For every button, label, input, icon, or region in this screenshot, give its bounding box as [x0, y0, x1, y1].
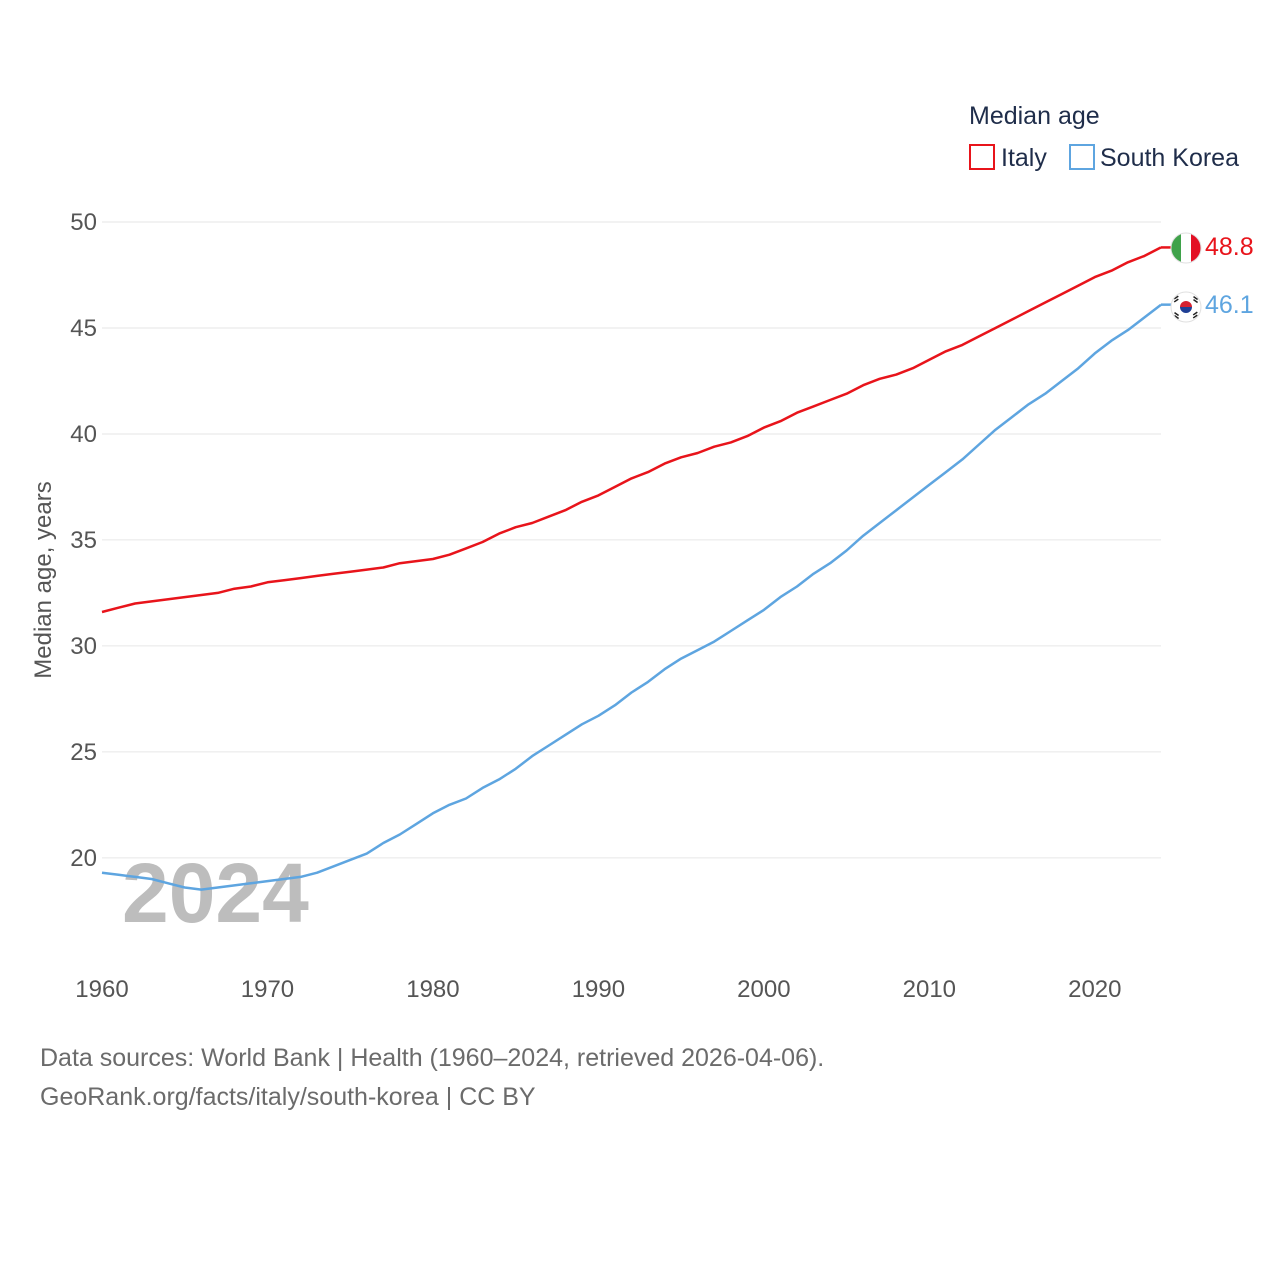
x-tick-label: 2010: [903, 976, 956, 1003]
south-korea-end-label: 46.1: [1205, 291, 1254, 319]
y-axis-ticks: 20 25 30 35 40 45 50: [70, 209, 97, 872]
median-age-line-chart: 20 25 30 35 40 45 50 1960 1970 1980 1990 2000 2010 2…: [30, 102, 1254, 1003]
y-tick-label: 50: [70, 209, 97, 236]
series-lines: [101, 246, 1171, 891]
year-watermark: 2024: [122, 846, 309, 940]
source-url-text: GeoRank.org/facts/italy/south-korea | CC…: [40, 1083, 536, 1111]
data-source-text: Data sources: World Bank | Health (1960–…: [40, 1044, 825, 1072]
legend: Median age Italy South Korea: [969, 102, 1239, 172]
y-tick-label: 20: [70, 845, 97, 872]
legend-swatch-italy[interactable]: [969, 144, 995, 170]
legend-label-italy[interactable]: Italy: [1001, 144, 1047, 172]
series-line-south-korea: [101, 303, 1162, 891]
legend-title: Median age: [969, 102, 1100, 130]
x-tick-label: 1990: [572, 976, 625, 1003]
y-tick-label: 25: [70, 739, 97, 766]
legend-label-south-korea[interactable]: South Korea: [1100, 144, 1239, 172]
x-tick-label: 2020: [1068, 976, 1121, 1003]
italy-end-label: 48.8: [1205, 233, 1254, 261]
italy-flag-icon: [1170, 232, 1202, 264]
x-axis-ticks: 1960 1970 1980 1990 2000 2010 2020: [75, 976, 1121, 1003]
x-tick-label: 1960: [75, 976, 128, 1003]
y-axis-title: Median age, years: [30, 481, 57, 678]
gridlines: [102, 221, 1161, 859]
y-tick-label: 35: [70, 527, 97, 554]
y-tick-label: 45: [70, 315, 97, 342]
x-tick-label: 2000: [737, 976, 790, 1003]
series-line-italy: [101, 246, 1162, 614]
south-korea-flag-icon: [1170, 291, 1202, 323]
y-tick-label: 30: [70, 633, 97, 660]
x-tick-label: 1970: [241, 976, 294, 1003]
y-tick-label: 40: [70, 421, 97, 448]
legend-swatch-south-korea[interactable]: [1069, 144, 1095, 170]
x-tick-label: 1980: [406, 976, 459, 1003]
